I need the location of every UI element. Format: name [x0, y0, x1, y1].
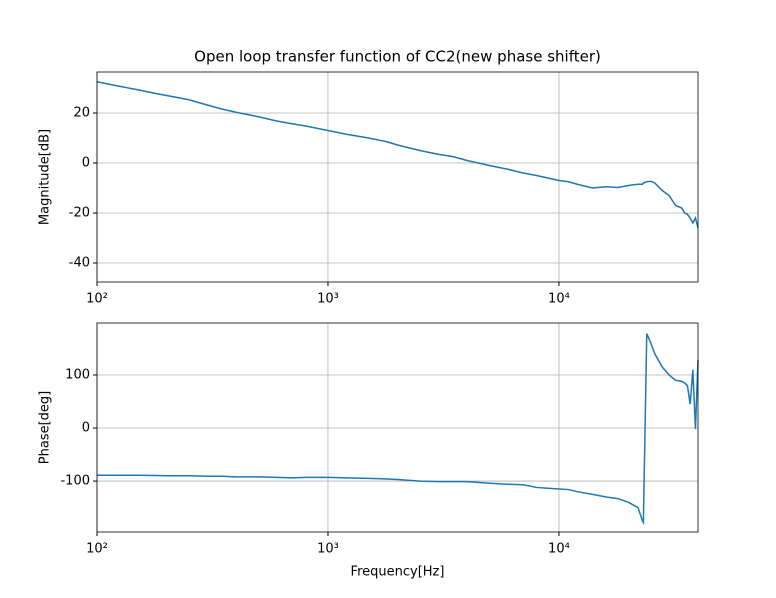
x-tick-label: 10⁴ — [548, 542, 570, 557]
y-tick-label: 0 — [82, 421, 90, 436]
y-tick-label: 0 — [82, 156, 90, 171]
y-tick-label: -100 — [60, 474, 90, 489]
x-tick-label: 10³ — [317, 292, 339, 307]
x-tick-label: 10² — [86, 292, 108, 307]
y-tick-label: -40 — [69, 256, 90, 271]
y-axis-label: Magnitude[dB] — [38, 129, 53, 225]
chart-title: Open loop transfer function of CC2(new p… — [194, 48, 601, 66]
data-line — [96, 81, 699, 229]
y-tick-label: 100 — [65, 367, 90, 382]
axes-frame — [96, 322, 699, 533]
data-line — [97, 333, 699, 526]
x-tick-label: 10⁴ — [548, 292, 570, 307]
y-axis-label: Phase[deg] — [38, 391, 53, 464]
x-tick-label: 10² — [86, 542, 108, 557]
y-tick-label: -20 — [69, 206, 90, 221]
axes-frame — [96, 71, 699, 283]
x-axis-label: Frequency[Hz] — [351, 565, 445, 580]
y-tick-label: 20 — [73, 106, 90, 121]
x-tick-label: 10³ — [317, 542, 339, 557]
